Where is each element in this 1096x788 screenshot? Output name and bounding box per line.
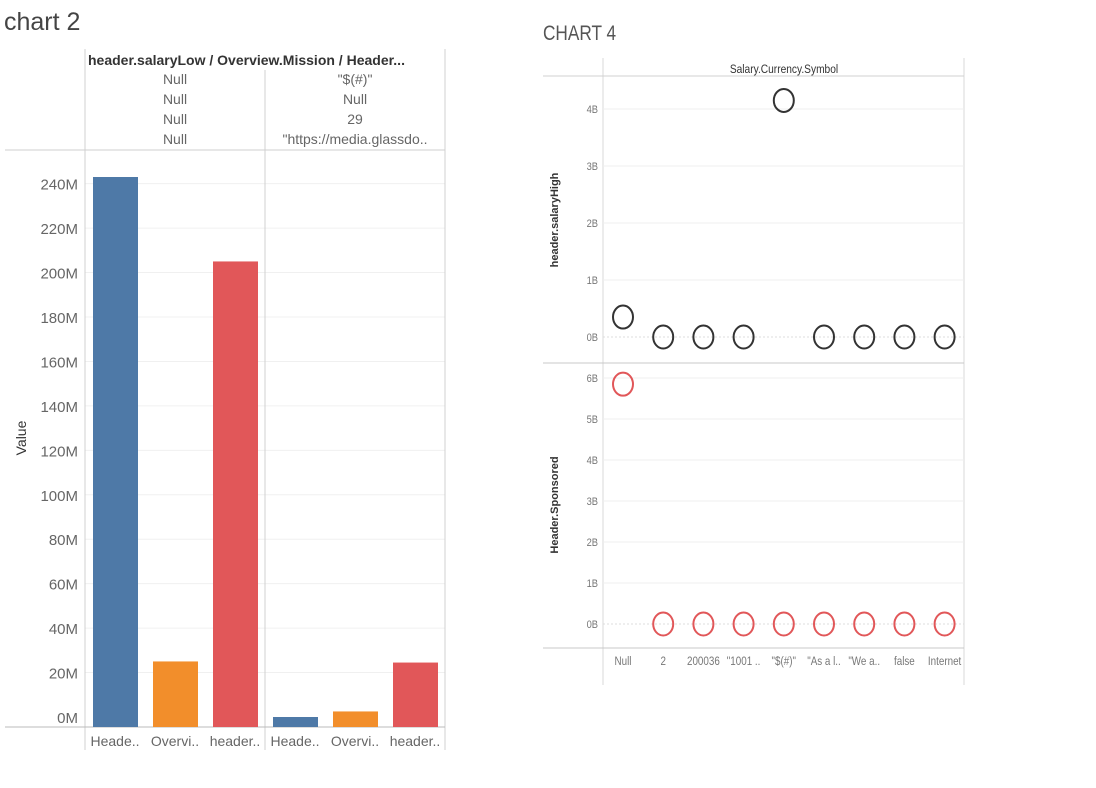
chart2-header-value: 29	[347, 111, 363, 127]
chart2-ytick: 20M	[49, 666, 78, 683]
chart2-bar	[213, 261, 258, 727]
chart2-ytick: 160M	[40, 354, 78, 371]
chart4-xtick: "$(#)"	[772, 655, 797, 668]
chart2-ytick: 60M	[49, 577, 78, 594]
chart2-ytick: 240M	[40, 177, 78, 194]
chart4-point	[933, 324, 956, 350]
chart2-bar	[93, 177, 138, 727]
chart4-point	[772, 611, 795, 637]
chart2-xtick: Overvi..	[151, 733, 199, 749]
chart2-header-value: Null	[163, 91, 187, 107]
chart4-ytick: 0B	[587, 619, 599, 631]
chart2-ytick: 100M	[40, 488, 78, 505]
chart4-ytick: 4B	[587, 104, 599, 116]
chart4-point	[893, 611, 916, 637]
chart4-point	[893, 324, 916, 350]
chart2-ytick: 120M	[40, 443, 78, 460]
chart2-xtick: Heade..	[90, 733, 139, 749]
chart2-ytick: 180M	[40, 310, 78, 327]
chart4-point	[652, 324, 675, 350]
chart2-ytick: 220M	[40, 221, 78, 238]
chart4-ylabel: header.salaryHigh	[549, 172, 561, 267]
chart4-xtick: "1001 ..	[727, 655, 761, 668]
chart2-xtick: header..	[390, 733, 441, 749]
chart4-ytick: 3B	[587, 161, 599, 173]
chart4-point	[612, 371, 634, 397]
chart4-ytick: 0B	[587, 332, 599, 344]
chart4-point	[692, 324, 715, 350]
chart4-point	[732, 611, 755, 637]
chart2-xtick: Overvi..	[331, 733, 379, 749]
chart2-bar	[273, 717, 318, 727]
chart4-ylabel: Header.Sponsored	[549, 456, 561, 553]
chart2-ytick: 140M	[40, 399, 78, 416]
chart4-point	[772, 87, 795, 113]
chart4-point	[732, 324, 755, 350]
chart4-xtick: Null	[615, 655, 632, 668]
chart2-bar	[153, 661, 198, 727]
chart2-ytick: 0M	[57, 710, 78, 727]
chart2-xtick: header..	[210, 733, 261, 749]
chart4-point	[853, 324, 876, 350]
chart2-ytick: 40M	[49, 621, 78, 638]
chart4-ytick: 2B	[587, 537, 599, 549]
chart4-xtick: false	[894, 655, 915, 668]
chart2-header-value: Null	[163, 131, 187, 147]
chart2-bar	[333, 711, 378, 727]
chart2-ytick: 80M	[49, 532, 78, 549]
chart4-xtick: "As a l..	[807, 655, 841, 668]
chart2-header-value: Null	[163, 111, 187, 127]
chart4-point	[853, 611, 876, 637]
chart4-point	[933, 611, 956, 637]
chart2-xtick: Heade..	[270, 733, 319, 749]
chart4-ytick: 1B	[587, 578, 599, 590]
chart2-title: chart 2	[4, 8, 81, 36]
chart4-point	[612, 304, 634, 330]
chart2-column-header: header.salaryLow / Overview.Mission / He…	[88, 52, 405, 68]
chart4-point	[692, 611, 715, 637]
chart4-point	[813, 324, 835, 350]
chart2-header-value: "https://media.glassdo..	[282, 131, 427, 147]
chart4-ytick: 6B	[587, 373, 599, 385]
chart4-xtick: "We a..	[848, 655, 880, 668]
chart4-ytick: 2B	[587, 218, 599, 230]
chart4-title: CHART 4	[543, 22, 617, 45]
chart4-point	[813, 611, 835, 637]
chart4-ytick: 5B	[587, 414, 599, 426]
chart2-header-value: Null	[163, 71, 187, 87]
chart4-point	[652, 611, 675, 637]
chart4-xtick: 2	[660, 655, 665, 668]
chart2-header-value: "$(#)"	[338, 71, 373, 87]
chart4-ytick: 1B	[587, 275, 599, 287]
chart4-xtick: Internet	[928, 655, 961, 668]
chart2-bar	[393, 662, 438, 727]
chart2-header-value: Null	[343, 91, 367, 107]
chart4-ytick: 4B	[587, 455, 599, 467]
chart4-xtick: 200036	[687, 655, 720, 668]
chart4-column-header: Salary.Currency.Symbol	[730, 63, 838, 76]
chart2-ytick: 200M	[40, 266, 78, 283]
chart4-ytick: 3B	[587, 496, 599, 508]
chart2-ylabel: Value	[13, 420, 29, 455]
